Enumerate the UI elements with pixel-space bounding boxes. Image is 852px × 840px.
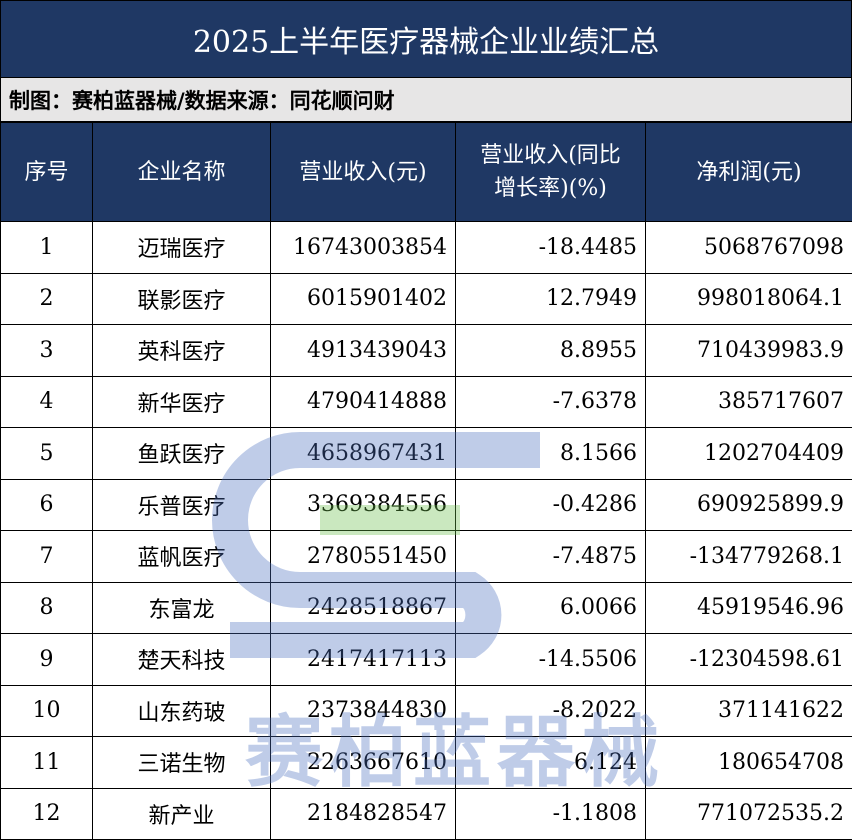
- table-cell: 11: [1, 737, 93, 789]
- table-cell: 3: [1, 325, 93, 377]
- table-cell: 乐普医疗: [93, 479, 271, 531]
- table-cell: 6015901402: [271, 273, 456, 325]
- table-cell: 三诺生物: [93, 737, 271, 789]
- table-cell: 4: [1, 376, 93, 428]
- table-cell: 771072535.2: [646, 788, 852, 840]
- table-cell: 9: [1, 634, 93, 686]
- column-header: 净利润(元): [646, 123, 852, 222]
- table-cell: 5: [1, 428, 93, 480]
- table-cell: -134779268.1: [646, 531, 852, 583]
- table-cell: 东富龙: [93, 582, 271, 634]
- table-cell: -0.4286: [456, 479, 646, 531]
- column-header: 营业收入(同比增长率)(%): [456, 123, 646, 222]
- table-cell: 998018064.1: [646, 273, 852, 325]
- table-cell: 16743003854: [271, 222, 456, 274]
- table-cell: 鱼跃医疗: [93, 428, 271, 480]
- table-cell: 楚天科技: [93, 634, 271, 686]
- table-cell: 371141622: [646, 685, 852, 737]
- table-cell: 山东药玻: [93, 685, 271, 737]
- table-cell: 新产业: [93, 788, 271, 840]
- table-cell: 8.1566: [456, 428, 646, 480]
- column-header: 序号: [1, 123, 93, 222]
- table-cell: 4790414888: [271, 376, 456, 428]
- column-header: 企业名称: [93, 123, 271, 222]
- table-cell: 新华医疗: [93, 376, 271, 428]
- watermark-text: 赛柏蓝器械: [245, 690, 665, 802]
- table-cell: 蓝帆医疗: [93, 531, 271, 583]
- title: 2025上半年医疗器械企业业绩汇总: [0, 0, 852, 78]
- table-cell: -7.6378: [456, 376, 646, 428]
- table-cell: 710439983.9: [646, 325, 852, 377]
- table-cell: 690925899.9: [646, 479, 852, 531]
- table-cell: -7.4875: [456, 531, 646, 583]
- table-cell: 45919546.96: [646, 582, 852, 634]
- table-cell: 4658967431: [271, 428, 456, 480]
- table-cell: 2: [1, 273, 93, 325]
- table-cell: 2428518867: [271, 582, 456, 634]
- table-cell: 4913439043: [271, 325, 456, 377]
- table-cell: -18.4485: [456, 222, 646, 274]
- table-cell: 2780551450: [271, 531, 456, 583]
- table-cell: -14.5506: [456, 634, 646, 686]
- table-cell: 8: [1, 582, 93, 634]
- table-cell: 2417417113: [271, 634, 456, 686]
- table-cell: 1202704409: [646, 428, 852, 480]
- table-cell: 联影医疗: [93, 273, 271, 325]
- table-cell: 180654708: [646, 737, 852, 789]
- table-cell: 1: [1, 222, 93, 274]
- header-row: 序号企业名称营业收入(元)营业收入(同比增长率)(%)净利润(元): [1, 123, 852, 222]
- table-cell: 8.8955: [456, 325, 646, 377]
- table-cell: 迈瑞医疗: [93, 222, 271, 274]
- column-header: 营业收入(元): [271, 123, 456, 222]
- table-cell: 12.7949: [456, 273, 646, 325]
- table-cell: 385717607: [646, 376, 852, 428]
- table-cell: 3369384556: [271, 479, 456, 531]
- table-cell: -12304598.61: [646, 634, 852, 686]
- table-cell: 10: [1, 685, 93, 737]
- table-cell: 12: [1, 788, 93, 840]
- table-cell: 英科医疗: [93, 325, 271, 377]
- table-cell: 6: [1, 479, 93, 531]
- table-cell: 7: [1, 531, 93, 583]
- table-cell: 5068767098: [646, 222, 852, 274]
- subtitle: 制图：赛柏蓝器械/数据来源：同花顺问财: [0, 78, 852, 122]
- table-cell: 6.0066: [456, 582, 646, 634]
